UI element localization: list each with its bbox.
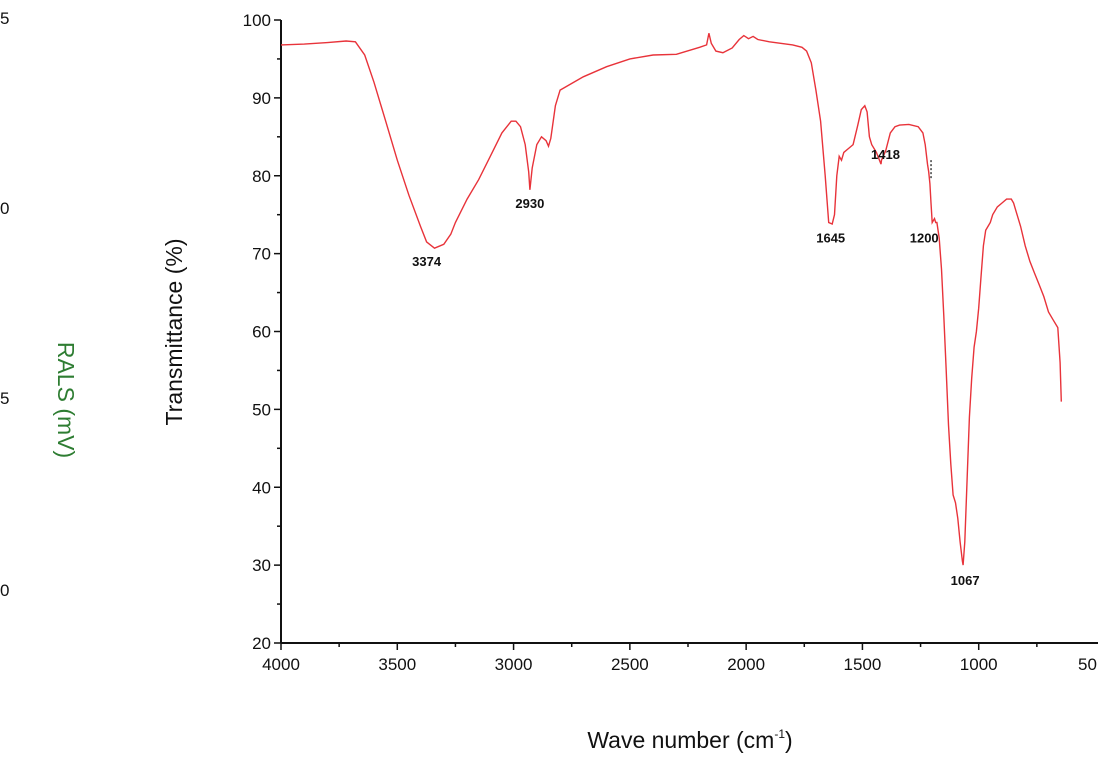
x-tick-label: 2500 <box>611 655 649 674</box>
x-tick-label: 1000 <box>960 655 998 674</box>
peak-label: 1645 <box>816 230 845 245</box>
peak-label: 3374 <box>412 254 442 269</box>
edge-tick-label: 0 <box>0 581 9 600</box>
transmittance-series-line <box>280 33 1062 566</box>
ticks <box>274 19 1038 650</box>
y-tick-label: 60 <box>252 323 271 342</box>
axes <box>280 20 1098 644</box>
y-tick-label: 40 <box>252 478 271 497</box>
x-axis-title-main: Wave number (cm <box>587 727 774 753</box>
edge-tick-label: 0 <box>0 199 9 218</box>
tick-labels: 20 30 40 50 60 70 80 90 100 4000 3500 3000 2500 2000 1… <box>243 11 1097 674</box>
edge-tick-label: 5 <box>0 389 9 408</box>
peak-labels: 3374 2930 1645 1418 1200 1067 <box>412 147 979 588</box>
x-axis-title-close: ) <box>785 727 793 753</box>
edge-tick-label: 5 <box>0 9 9 28</box>
y-tick-label: 50 <box>252 400 271 419</box>
y-tick-label: 20 <box>252 634 271 653</box>
x-tick-label: 3000 <box>495 655 533 674</box>
x-tick-label: 2000 <box>727 655 765 674</box>
x-axis-title-superscript: -1 <box>774 727 785 741</box>
y-tick-label: 70 <box>252 245 271 264</box>
y-tick-label: 80 <box>252 167 271 186</box>
y-tick-label: 100 <box>243 11 271 30</box>
peak-label: 1200 <box>910 230 939 245</box>
y-axis-title: Transmittance (%) <box>161 238 187 425</box>
x-tick-label: 4000 <box>262 655 300 674</box>
peak-label: 2930 <box>515 196 544 211</box>
peak-label: 1418 <box>871 147 900 162</box>
y-tick-label: 90 <box>252 89 271 108</box>
rals-axis-label: RALS (mV) <box>53 342 79 458</box>
background-figure-fragment: 5 0 5 0 RALS (mV) <box>0 9 79 600</box>
y-tick-label: 30 <box>252 556 271 575</box>
x-tick-label: 3500 <box>378 655 416 674</box>
peak-label: 1067 <box>951 573 980 588</box>
x-tick-label: 1500 <box>844 655 882 674</box>
x-tick-label-truncated: 50 <box>1078 655 1097 674</box>
x-axis-title: Wave number (cm-1) <box>587 727 792 753</box>
